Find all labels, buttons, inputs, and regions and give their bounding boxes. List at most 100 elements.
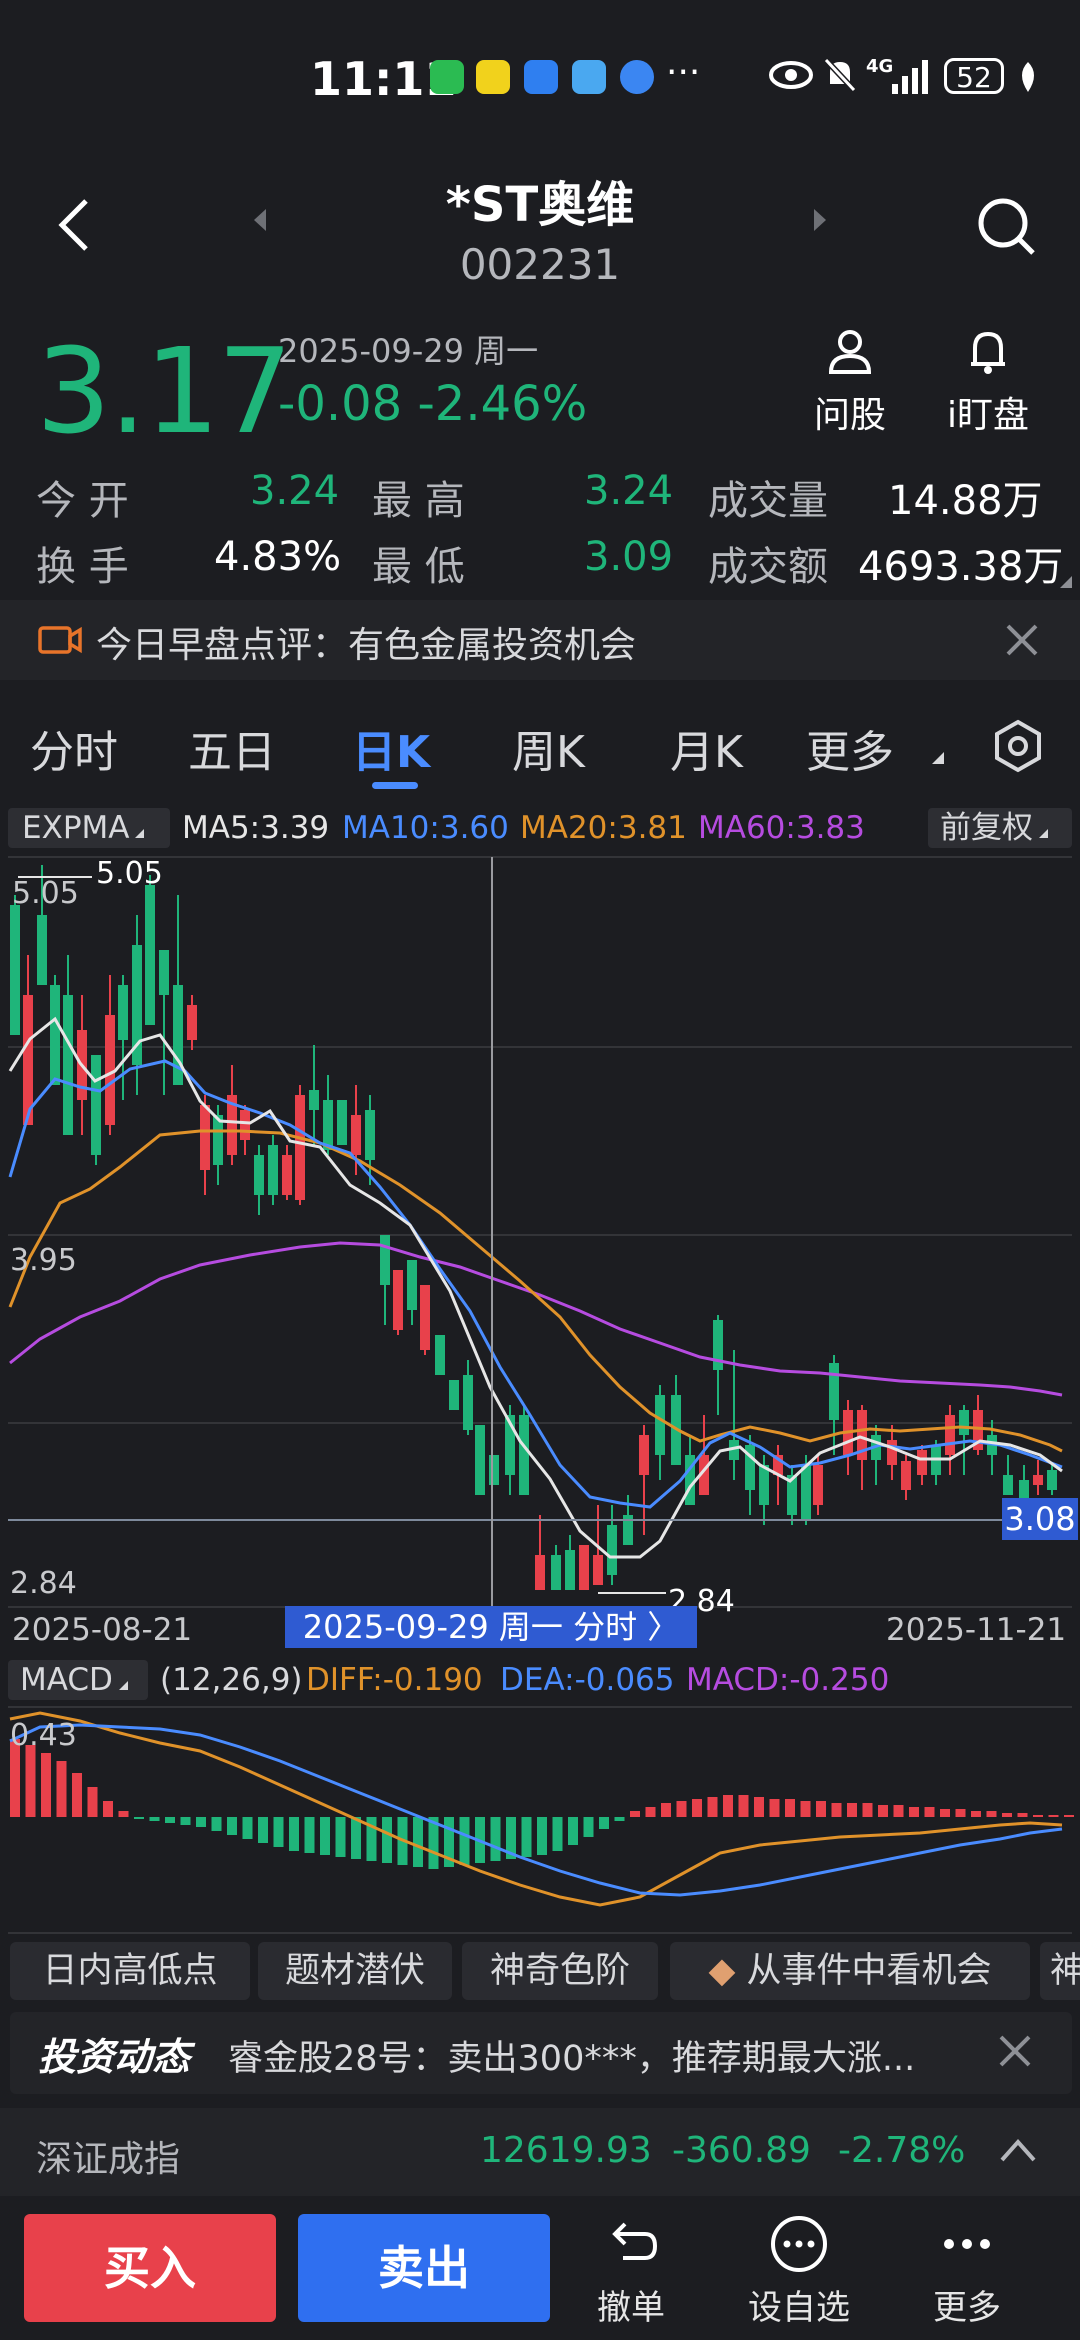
candle-body	[639, 1435, 649, 1475]
active-tab-indicator	[372, 782, 418, 789]
macd-bar	[335, 1817, 346, 1857]
candle-body	[323, 1100, 333, 1150]
kline-chart[interactable]	[0, 855, 1080, 1610]
index-ticker[interactable]	[0, 2108, 1080, 2196]
add-watchlist-button[interactable]: 设自选	[734, 2214, 864, 2329]
candle-body	[268, 1145, 278, 1195]
next-stock-icon[interactable]	[810, 205, 830, 235]
globe-icon	[620, 60, 654, 94]
chip-more[interactable]: 神	[1040, 1942, 1080, 2000]
more-dots-icon	[944, 2239, 990, 2249]
macd-bar	[816, 1801, 826, 1817]
y-axis-mid: 3.95	[10, 1243, 77, 1278]
app-notification-icon	[476, 60, 510, 94]
ma60-line	[9, 1241, 1063, 1397]
candle-body	[351, 1115, 361, 1155]
prev-stock-icon[interactable]	[250, 205, 270, 235]
expand-stats-icon[interactable]	[1060, 576, 1072, 588]
invest-news-bar[interactable]	[10, 2012, 1072, 2094]
macd-bar	[614, 1817, 625, 1821]
crosshair-date-button[interactable]: 2025-09-29 周一 分时 〉	[285, 1606, 697, 1648]
macd-dea: DEA:-0.065	[500, 1662, 675, 1698]
chip-theme-ambush[interactable]: 题材潜伏	[258, 1942, 452, 2000]
news-banner[interactable]	[0, 600, 1080, 680]
search-icon[interactable]	[975, 195, 1039, 259]
macd-diff: DIFF:-0.190	[306, 1662, 483, 1698]
macd-bar	[227, 1817, 237, 1835]
news-text[interactable]: 今日早盘点评：有色金属投资机会	[96, 625, 637, 666]
candle-body	[745, 1445, 755, 1490]
ma5-label: MA5:3.39	[182, 810, 330, 846]
macd-bar	[1064, 1815, 1074, 1817]
macd-histogram	[10, 1739, 1074, 1869]
chevron-up-icon[interactable]	[996, 2132, 1040, 2168]
ask-stock-button[interactable]: 问股	[790, 326, 910, 438]
candle-body	[593, 1555, 603, 1585]
tab-weekly-k[interactable]: 周K	[512, 727, 585, 778]
close-icon[interactable]	[1002, 620, 1042, 660]
add-watchlist-label: 设自选	[748, 2288, 850, 2328]
macd-select[interactable]: MACD	[8, 1660, 148, 1700]
candle-body	[309, 1090, 319, 1110]
candle-body	[1003, 1475, 1013, 1495]
chip-event-opportunity[interactable]: ◆ 从事件中看机会	[670, 1942, 1030, 2000]
battery-indicator: 52	[944, 58, 1004, 94]
chip-intraday-high-low[interactable]: 日内高低点	[10, 1942, 250, 2000]
macd-bar	[521, 1817, 532, 1857]
candle-body	[579, 1545, 589, 1590]
high-label: 最 高	[372, 478, 465, 524]
dea-line	[9, 1723, 1063, 1897]
y-axis-top: 5.05	[12, 876, 79, 911]
candle-body	[132, 945, 142, 1065]
macd-bar	[847, 1803, 857, 1817]
macd-bar	[506, 1817, 516, 1859]
candle-body	[91, 1055, 101, 1155]
adjust-select[interactable]: 前复权	[928, 808, 1072, 848]
candle-body	[159, 950, 169, 995]
indicator-select[interactable]: EXPMA	[8, 808, 170, 848]
candle-body	[685, 1455, 695, 1505]
macd-bar	[1048, 1815, 1059, 1817]
tab-intraday[interactable]: 分时	[30, 727, 118, 778]
ma20-label: MA20:3.81	[520, 810, 687, 846]
undo-icon	[612, 2222, 658, 2260]
candle-body	[227, 1095, 237, 1155]
cancel-order-button[interactable]: 撤单	[566, 2214, 696, 2329]
buy-button[interactable]: 买入	[24, 2214, 276, 2322]
back-icon[interactable]	[50, 195, 100, 255]
macd-bar	[41, 1753, 51, 1817]
sell-button[interactable]: 卖出	[298, 2214, 550, 2322]
candle-body	[1047, 1470, 1057, 1490]
macd-axis-top: 0.43	[10, 1718, 77, 1753]
chip-event-label: 从事件中看机会	[746, 1951, 992, 1991]
candle-body	[699, 1455, 709, 1495]
macd-bar	[1002, 1813, 1012, 1817]
quote-date: 2025-09-29 周一	[278, 332, 539, 370]
macd-bar	[134, 1817, 144, 1819]
tab-monthly-k[interactable]: 月K	[670, 727, 743, 778]
watch-button[interactable]: i盯盘	[928, 326, 1048, 438]
more-button[interactable]: 更多	[902, 2214, 1032, 2329]
tab-five-day[interactable]: 五日	[188, 727, 276, 778]
low-label: 最 低	[372, 544, 465, 590]
last-price-tag: 3.08	[1002, 1498, 1078, 1540]
stock-code: 002231	[459, 240, 621, 289]
tab-daily-k[interactable]: 日K	[352, 727, 431, 778]
macd-bar	[924, 1807, 935, 1817]
ma60-label: MA60:3.83	[698, 810, 865, 846]
invest-news-text[interactable]: 睿金股28号：卖出300***，推荐期最大涨...	[228, 2039, 916, 2079]
candle-body	[393, 1270, 403, 1330]
diff-line	[9, 1711, 1063, 1907]
chip-color-scale[interactable]: 神奇色阶	[462, 1942, 658, 2000]
tab-more[interactable]: 更多	[806, 727, 894, 778]
person-icon	[828, 330, 872, 374]
macd-bar	[56, 1761, 67, 1817]
macd-bar	[87, 1787, 98, 1817]
macd-chart[interactable]	[0, 1705, 1080, 1935]
settings-icon[interactable]	[990, 718, 1046, 774]
leaf-icon	[1016, 60, 1040, 98]
candle-body	[713, 1320, 723, 1370]
macd-bar	[103, 1801, 113, 1817]
close-icon[interactable]	[996, 2032, 1034, 2070]
macd-bar	[1033, 1815, 1043, 1817]
